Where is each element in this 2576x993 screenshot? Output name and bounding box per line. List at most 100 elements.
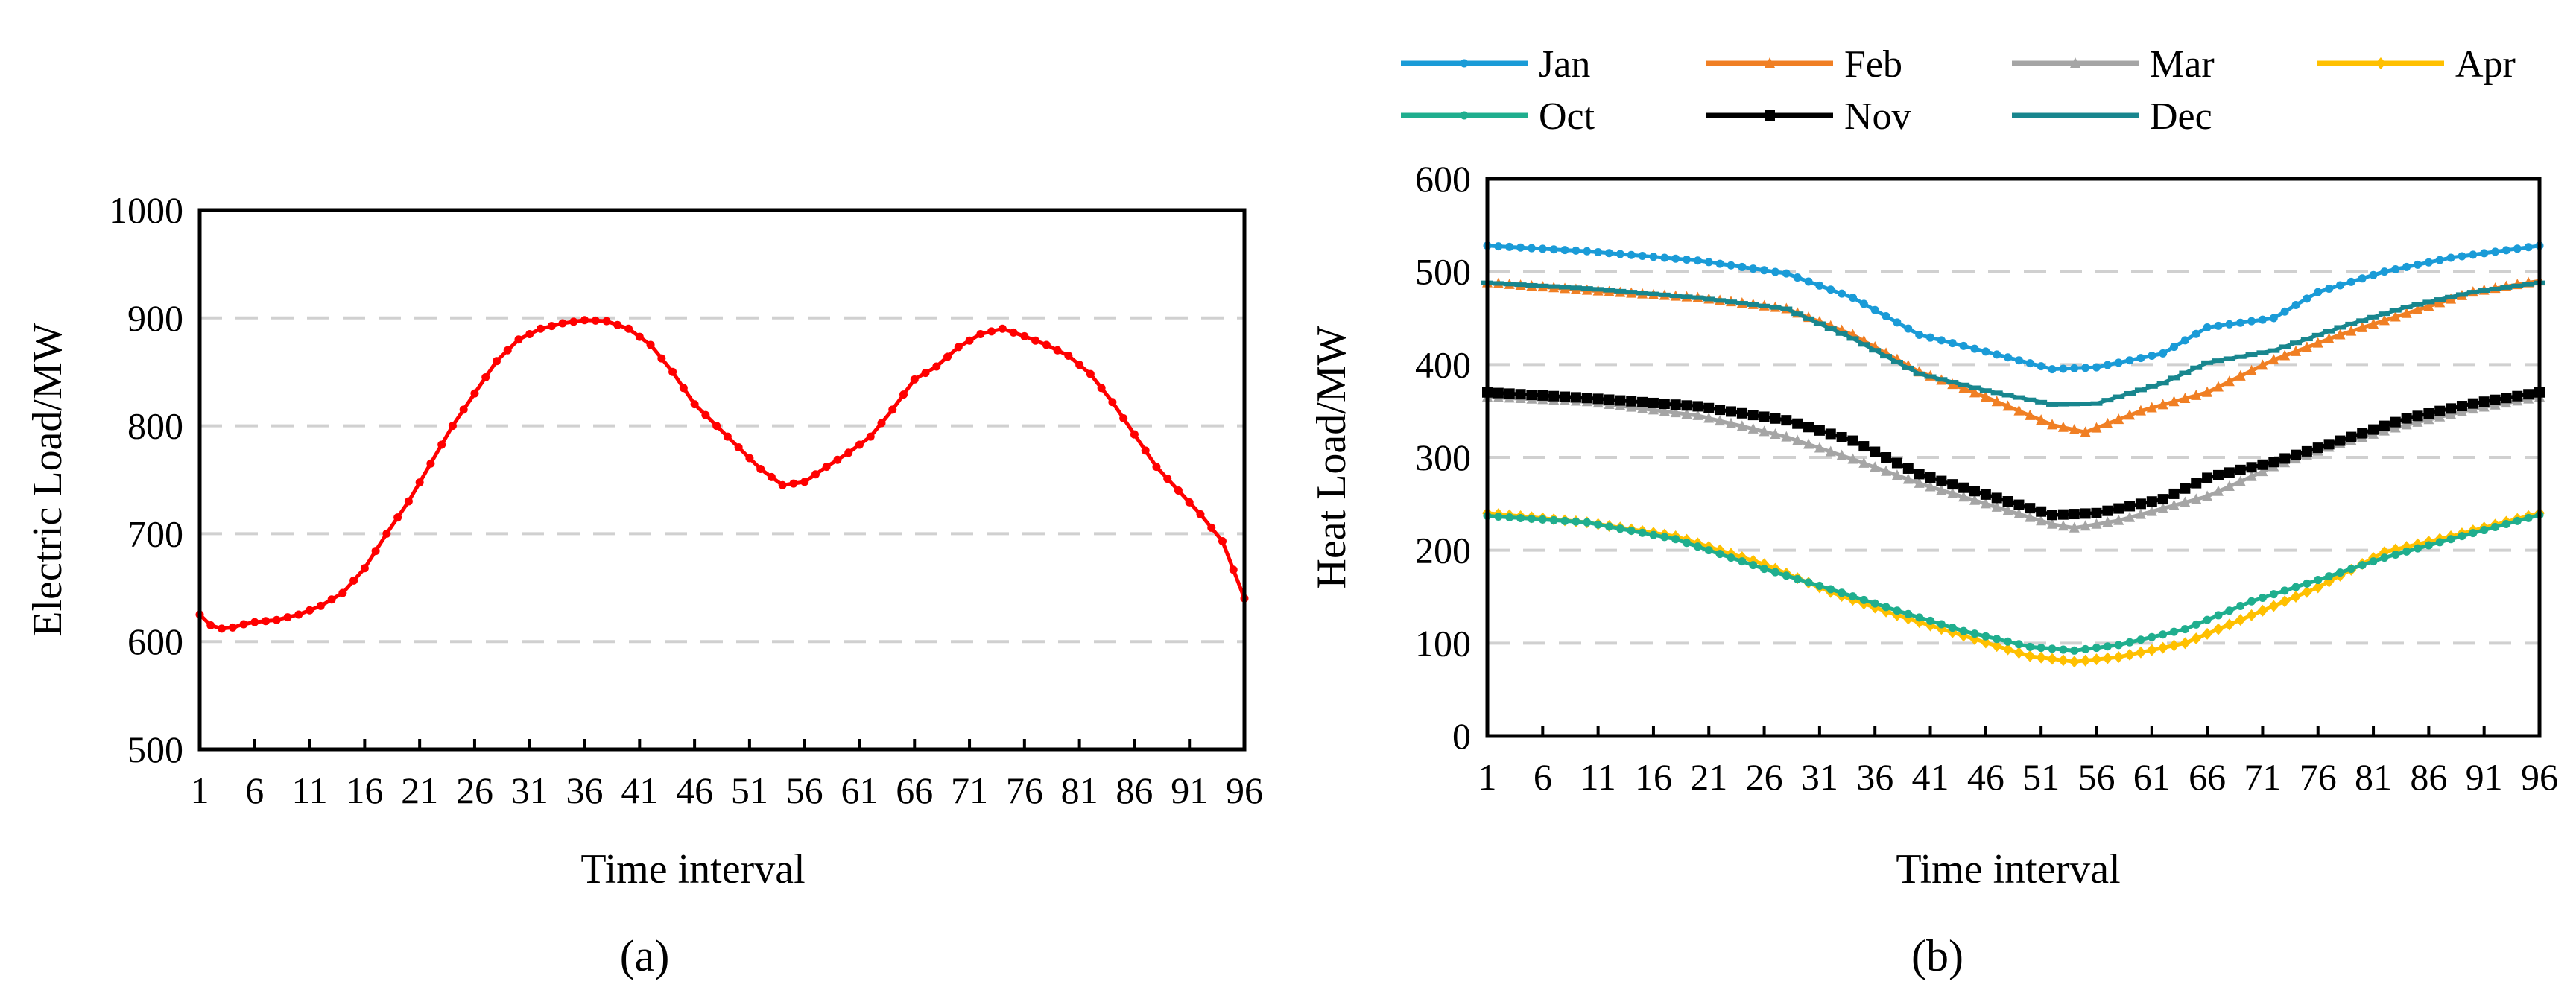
data-point-dec [2367, 314, 2380, 320]
data-point-oct [1715, 550, 1724, 559]
data-point-electric-load [1130, 430, 1139, 439]
data-point-electric-load [547, 322, 556, 331]
legend-b: Jan Feb Mar Apr Oct Nov Dec [1401, 43, 2516, 138]
data-point-nov [1560, 391, 1571, 402]
data-point-feb [1991, 396, 2002, 407]
data-point-nov [2080, 508, 2091, 519]
x-tick-label: 41 [1912, 756, 1949, 798]
data-point-jan [1583, 247, 1592, 256]
data-point-jan [2025, 359, 2034, 368]
data-point-mar [2113, 514, 2124, 525]
legend-marker-nov [1765, 110, 1775, 121]
legend-label-nov: Nov [1844, 95, 1911, 138]
data-point-dec [2345, 321, 2358, 326]
data-point-jan [1760, 266, 1769, 275]
data-point-mar [1825, 445, 1836, 457]
gridlines-b [1487, 270, 2539, 645]
legend-marker-apr [2376, 57, 2386, 69]
data-point-jan [2458, 252, 2466, 261]
data-point-mar [2180, 496, 2191, 507]
data-point-dec [1803, 316, 1815, 321]
data-point-mar [1814, 442, 1825, 453]
y-tick-label: 400 [1415, 343, 1471, 385]
data-point-feb [2113, 413, 2124, 425]
data-point-mar [1648, 404, 1659, 415]
data-point-electric-load [1119, 413, 1128, 422]
data-point-apr [2080, 654, 2091, 667]
data-point-mar [1747, 422, 1759, 434]
data-point-oct [1604, 522, 1613, 531]
data-point-mar [1881, 465, 1892, 476]
series-line-mar [1487, 395, 2540, 530]
data-point-feb [2180, 393, 2191, 404]
data-point-jan [2402, 262, 2411, 271]
data-point-feb [2091, 422, 2102, 433]
data-point-nov [2257, 459, 2268, 470]
data-point-mar [1847, 453, 1858, 464]
data-point-electric-load [635, 332, 644, 341]
data-point-electric-load [899, 390, 908, 399]
data-point-electric-load [712, 422, 721, 431]
data-point-dec [2245, 352, 2258, 358]
data-point-oct [1793, 574, 1802, 583]
data-point-feb [2312, 337, 2323, 348]
y-axis-title-a: Electric Load/MW [25, 323, 71, 637]
data-point-dec [1813, 321, 1826, 326]
data-point-oct [2291, 583, 2300, 591]
data-point-nov [1803, 422, 1814, 433]
data-point-oct [2335, 568, 2344, 577]
data-point-feb [2135, 405, 2146, 416]
x-tick-label: 51 [731, 770, 768, 811]
data-point-jan [2114, 358, 2123, 367]
data-point-nov [1615, 395, 1626, 406]
data-point-oct [1572, 517, 1580, 526]
data-point-oct [1527, 514, 1536, 523]
data-point-dec [2212, 358, 2224, 364]
data-point-electric-load [866, 432, 875, 441]
x-tick-label: 61 [841, 770, 878, 811]
data-point-dec [1625, 290, 1638, 295]
data-point-nov [2478, 396, 2490, 407]
data-point-nov [1836, 431, 1847, 442]
data-point-oct [2424, 541, 2433, 550]
data-point-apr [2102, 652, 2113, 664]
data-point-oct [1770, 568, 1779, 577]
data-point-dec [1559, 285, 1572, 290]
data-point-jan [1594, 247, 1603, 256]
data-point-apr [2047, 653, 2058, 665]
data-point-mar [1936, 484, 1947, 495]
data-point-dec [1703, 296, 1715, 302]
data-point-apr [2279, 595, 2291, 608]
data-point-nov [2446, 403, 2457, 414]
data-point-jan [2170, 343, 2179, 352]
x-tick-label: 91 [1171, 770, 1208, 811]
data-point-electric-load [954, 343, 963, 352]
y-tick-label: 500 [127, 729, 183, 770]
data-point-nov [2113, 503, 2124, 514]
data-point-nov [1659, 399, 1670, 410]
data-point-jan [2258, 315, 2267, 324]
data-point-oct [2070, 646, 2079, 655]
x-tick-label: 71 [2244, 756, 2281, 798]
data-point-jan [2081, 364, 2090, 372]
y-tick-label: 800 [127, 405, 183, 447]
data-point-jan [1782, 269, 1791, 278]
data-point-electric-load [855, 440, 864, 449]
data-point-mar [1736, 420, 1747, 431]
legend-item-nov: Nov [1706, 95, 1911, 138]
data-point-oct [1594, 520, 1603, 529]
x-tick-label: 36 [1856, 756, 1893, 798]
data-point-dec [2234, 354, 2247, 359]
data-point-dec [2311, 332, 2324, 337]
data-point-oct [2136, 635, 2145, 644]
data-point-nov [2124, 501, 2136, 512]
series-layer-b [1481, 241, 2545, 668]
data-point-jan [1893, 318, 1902, 327]
data-point-oct [2114, 641, 2123, 650]
data-point-apr [2224, 618, 2235, 631]
data-point-dec [2378, 311, 2390, 317]
data-point-nov [2401, 413, 2412, 424]
data-point-electric-load [1196, 510, 1205, 518]
data-point-electric-load [646, 340, 655, 349]
